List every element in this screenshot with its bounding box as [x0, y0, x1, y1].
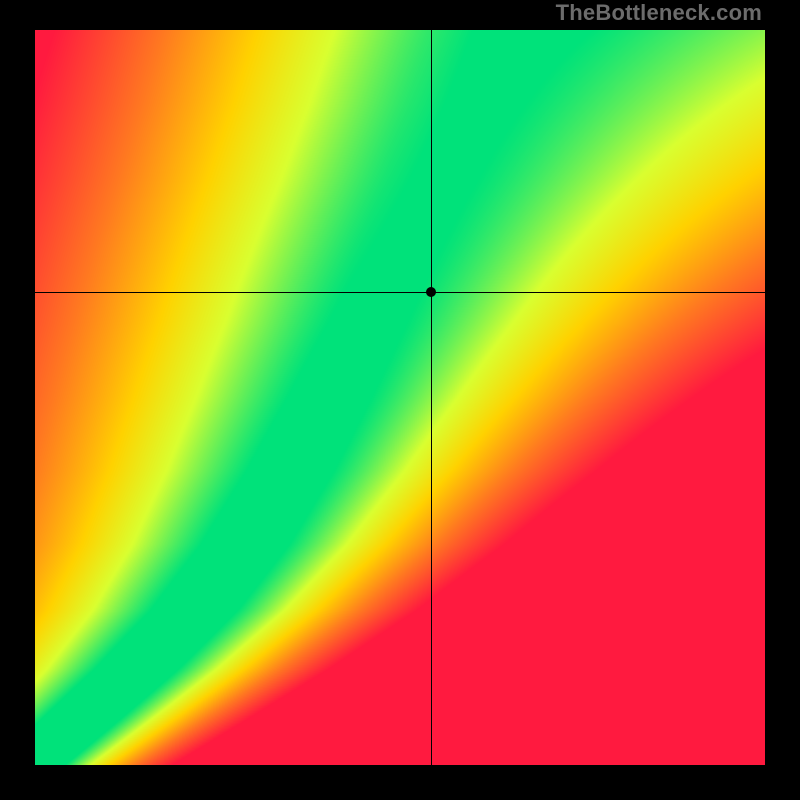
frame: TheBottleneck.com — [0, 0, 800, 800]
crosshair-horizontal — [35, 292, 765, 293]
heatmap-plot — [35, 30, 765, 765]
watermark-text: TheBottleneck.com — [556, 0, 762, 26]
crosshair-vertical — [431, 30, 432, 765]
